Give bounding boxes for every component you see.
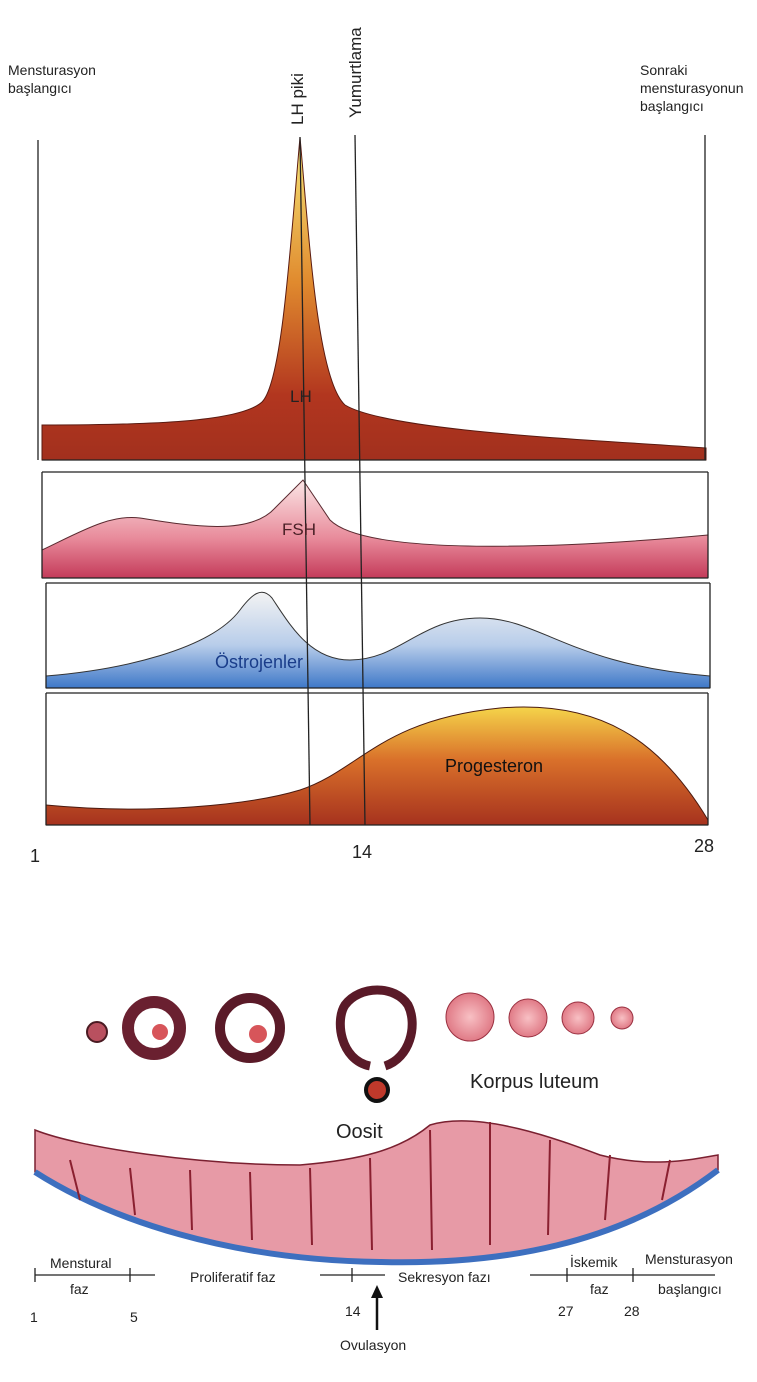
timeline-lines [35, 1268, 715, 1282]
ovary: Korpus luteum Oosit [87, 990, 633, 1143]
day-label: 28 [694, 836, 714, 856]
phase-label: Proliferatif faz [190, 1269, 276, 1285]
phase-label: başlangıcı [658, 1281, 722, 1297]
estrogen-curve [46, 592, 710, 688]
phase-label: Sekresyon fazı [398, 1269, 491, 1285]
day-label: 1 [30, 1309, 38, 1325]
day-label: 14 [345, 1303, 361, 1319]
corpus-luteum [562, 1002, 594, 1034]
hormone-label: Östrojenler [215, 652, 303, 672]
start-label: başlangıcı [8, 80, 72, 96]
oocyte-small [152, 1024, 168, 1040]
phase-label: faz [590, 1281, 609, 1297]
fsh-curve [42, 480, 708, 578]
corpus-luteum-label: Korpus luteum [470, 1071, 599, 1093]
day-label: 28 [624, 1303, 640, 1319]
released-oocyte [366, 1079, 388, 1101]
ovulation-label: Ovulasyon [340, 1337, 406, 1353]
phase-label: faz [70, 1281, 89, 1297]
phase-label: İskemik [570, 1253, 618, 1270]
day-label: 5 [130, 1309, 138, 1325]
ovulation-line [355, 135, 365, 825]
corpus-luteum [509, 999, 547, 1037]
next-start-label: başlangıcı [640, 98, 704, 114]
corpus-luteum [446, 993, 494, 1041]
lh-peak-label: LH piki [288, 73, 307, 125]
ovulation-label: Yumurtlama [346, 27, 365, 118]
corpus-luteum [611, 1007, 633, 1029]
day-label: 27 [558, 1303, 574, 1319]
header: Mensturasyon başlangıcı Sonraki menstura… [8, 27, 744, 125]
hormone-label: FSH [282, 520, 316, 539]
hormone-label: Progesteron [445, 756, 543, 776]
menstrual-cycle-diagram: Mensturasyon başlangıcı Sonraki menstura… [0, 0, 757, 1382]
day-label: 14 [352, 842, 372, 862]
follicle [220, 998, 280, 1058]
lh-curve [42, 137, 706, 460]
follicle [87, 1022, 107, 1042]
phase-timeline: Menstural faz Proliferatif faz Sekresyon… [30, 1251, 733, 1353]
hormone-curves: LH FSH Östrojenler Progesteron 1 14 28 [30, 135, 714, 866]
phase-label: Menstural [50, 1255, 111, 1271]
oocyte-small [249, 1025, 267, 1043]
next-start-label: mensturasyonun [640, 80, 744, 96]
next-start-label: Sonraki [640, 62, 687, 78]
progesterone-curve [46, 707, 708, 825]
hormone-label: LH [290, 387, 312, 406]
start-label: Mensturasyon [8, 62, 96, 78]
ruptured-follicle [340, 990, 412, 1066]
ovulation-arrow-head [371, 1285, 383, 1298]
oocyte-label: Oosit [336, 1121, 383, 1143]
day-label: 1 [30, 846, 40, 866]
phase-label: Mensturasyon [645, 1251, 733, 1267]
